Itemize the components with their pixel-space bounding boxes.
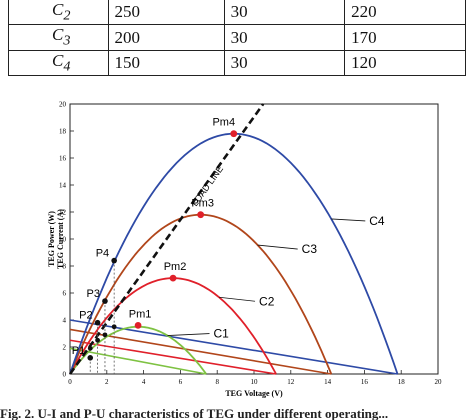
current-point [111, 324, 117, 330]
y-tick-label: 12 [59, 209, 67, 217]
x-tick-label: 6 [179, 378, 183, 386]
table-cell: 30 [223, 24, 346, 51]
operating-point [87, 355, 94, 361]
table-cell: 220 [344, 0, 466, 26]
x-tick-label: 14 [324, 378, 332, 386]
max-power-point [197, 211, 205, 219]
x-axis-label: TEG Voltage (V) [225, 389, 283, 398]
x-tick-label: 12 [287, 378, 295, 386]
iv-line [69, 347, 207, 375]
figure-caption: Fig. 2. U-I and P-U characteristics of T… [0, 406, 389, 420]
x-tick-label: 4 [142, 378, 146, 386]
curve-pointer [218, 296, 256, 302]
point-label: P1 [72, 345, 85, 357]
curve-pointer [167, 333, 210, 336]
y-axis-label: TEG Current (A) [56, 209, 65, 269]
point-label: P2 [79, 310, 92, 322]
x-tick-label: 18 [398, 378, 406, 386]
iv-line [69, 319, 398, 375]
table-cell: 120 [344, 49, 466, 77]
point-label: P4 [96, 248, 109, 260]
current-point [102, 332, 108, 338]
teg-characteristics-chart: 0 2 4 6 8 10 12 14 16 18 20 0 2 4 6 8 10 12 14 16 18 20 TEG Vo… [47, 101, 442, 399]
y-tick-label: 2 [63, 344, 67, 352]
parameter-table: C2 250 30 220 C3 200 30 170 C4 150 30 12… [8, 0, 466, 77]
max-point-label: Pm4 [212, 117, 235, 129]
max-point-label: Pm2 [164, 261, 187, 273]
y-tick-label: 18 [59, 128, 67, 136]
y-tick-label: 4 [63, 317, 67, 325]
x-tick-label: 16 [361, 378, 369, 386]
table-cell: 150 [107, 49, 225, 77]
y-tick-label: 0 [63, 371, 67, 379]
curve-label: C4 [369, 214, 385, 228]
table-cell: 170 [344, 24, 466, 51]
table-cell: C2 [8, 0, 109, 26]
x-tick-label: 0 [68, 378, 72, 386]
curve-label: C2 [259, 294, 275, 308]
max-power-point [169, 274, 177, 282]
y-tick-label: 14 [59, 182, 67, 190]
plot-axes: 0 2 4 6 8 10 12 14 16 18 20 0 2 4 6 8 10 12 14 16 18 20 TEG Vo… [47, 101, 442, 399]
max-power-point [230, 130, 238, 138]
iv-line [69, 328, 332, 375]
max-point-label: Pm3 [191, 198, 214, 210]
current-point [95, 337, 100, 343]
operating-point [102, 298, 108, 304]
x-tick-label: 10 [251, 378, 259, 386]
plot-series [68, 103, 399, 375]
y-tick-label: 20 [59, 101, 67, 109]
point-label: P3 [86, 288, 99, 300]
current-point [87, 345, 93, 351]
y-tick-label: 16 [59, 155, 67, 163]
x-tick-label: 8 [215, 378, 219, 386]
x-tick-label: 2 [105, 378, 109, 386]
y-tick-label: 6 [63, 290, 67, 298]
table-cell: C4 [8, 49, 109, 77]
power-curve [69, 213, 333, 375]
curve-label: C1 [214, 327, 230, 341]
table-row: C4 150 30 120 [8, 49, 466, 77]
load-line [68, 103, 265, 375]
max-point-label: Pm1 [129, 308, 152, 320]
curve-pointer [331, 218, 366, 222]
table-cell: 250 [107, 0, 225, 26]
table-cell: 200 [107, 24, 225, 51]
table-row: C2 250 30 220 [8, 0, 466, 26]
x-tick-label: 20 [435, 378, 443, 386]
y-tick-label: 8 [63, 263, 67, 271]
curve-pointer [257, 244, 298, 250]
table-cell: 30 [223, 0, 346, 26]
curve-label: C3 [302, 242, 318, 256]
operating-point [111, 257, 117, 264]
table-cell: 30 [223, 49, 346, 77]
y-tick-label: 10 [59, 236, 67, 244]
iv-line [69, 339, 277, 375]
table-row: C3 200 30 170 [8, 24, 466, 51]
y-axis-label: TEG Power (W) [47, 211, 56, 267]
table-cell: C3 [8, 24, 109, 51]
operating-point [94, 319, 101, 326]
max-power-point [134, 322, 142, 329]
